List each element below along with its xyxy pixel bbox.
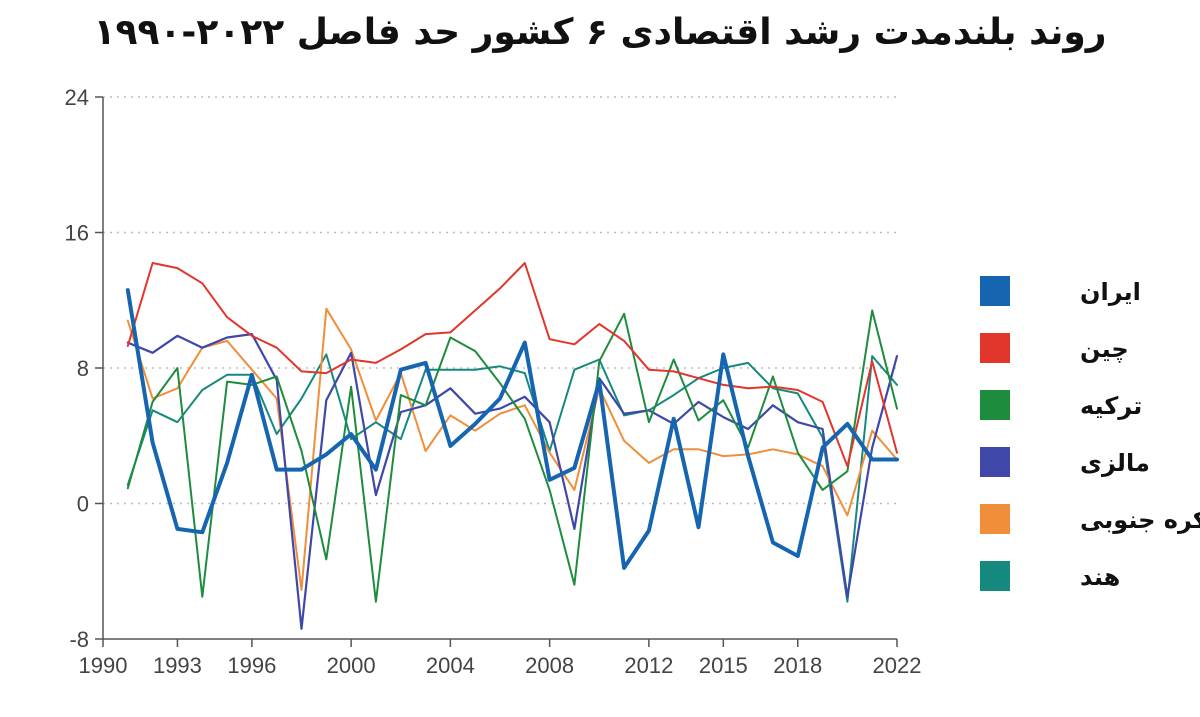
- x-tick-label: 2004: [426, 653, 475, 678]
- x-tick-label: 2012: [624, 653, 673, 678]
- series-line-3: [126, 333, 899, 630]
- series-line-1: [126, 262, 898, 468]
- legend-swatch: [980, 390, 1010, 420]
- legend: ایران چین ترکیه مالزی کره جنوبی هند: [980, 276, 1200, 591]
- x-tick-label: 2022: [873, 653, 922, 678]
- y-tick-label: 24: [65, 85, 89, 110]
- y-tick-label: -8: [69, 627, 89, 652]
- y-tick-label: 8: [77, 356, 89, 381]
- x-tick-label: 2008: [525, 653, 574, 678]
- legend-swatch: [980, 561, 1010, 591]
- chart-title: روند بلندمدت رشد اقتصادی ۶ کشور حد فاصل …: [93, 12, 1107, 53]
- legend-label: ترکیه: [1080, 392, 1142, 420]
- axes: -8 0 8 16 24 1990 1993 1996 2000 2004 2008 2012 2015…: [65, 85, 922, 678]
- legend-swatch: [980, 333, 1010, 363]
- x-tick-label: 2000: [327, 653, 376, 678]
- legend-label: کره جنوبی: [1080, 506, 1200, 534]
- legend-label: چین: [1080, 335, 1129, 363]
- legend-swatch: [980, 276, 1010, 306]
- series-line-2: [126, 309, 898, 603]
- legend-label: هند: [1080, 563, 1120, 591]
- series-lines: [125, 262, 899, 630]
- legend-label: ایران: [1080, 278, 1141, 306]
- series-line-5: [126, 353, 898, 603]
- legend-swatch: [980, 447, 1010, 477]
- series-line-0: [125, 288, 899, 570]
- x-tick-label: 1993: [153, 653, 202, 678]
- grid-lines: [103, 96, 897, 505]
- x-tick-label: 1990: [79, 653, 128, 678]
- x-tick-label: 1996: [227, 653, 276, 678]
- legend-label: مالزی: [1080, 449, 1150, 477]
- series-line-4: [126, 307, 898, 591]
- y-tick-label: 16: [65, 221, 89, 246]
- legend-swatch: [980, 504, 1010, 534]
- y-tick-label: 0: [77, 492, 89, 517]
- x-tick-label: 2015: [699, 653, 748, 678]
- x-tick-label: 2018: [773, 653, 822, 678]
